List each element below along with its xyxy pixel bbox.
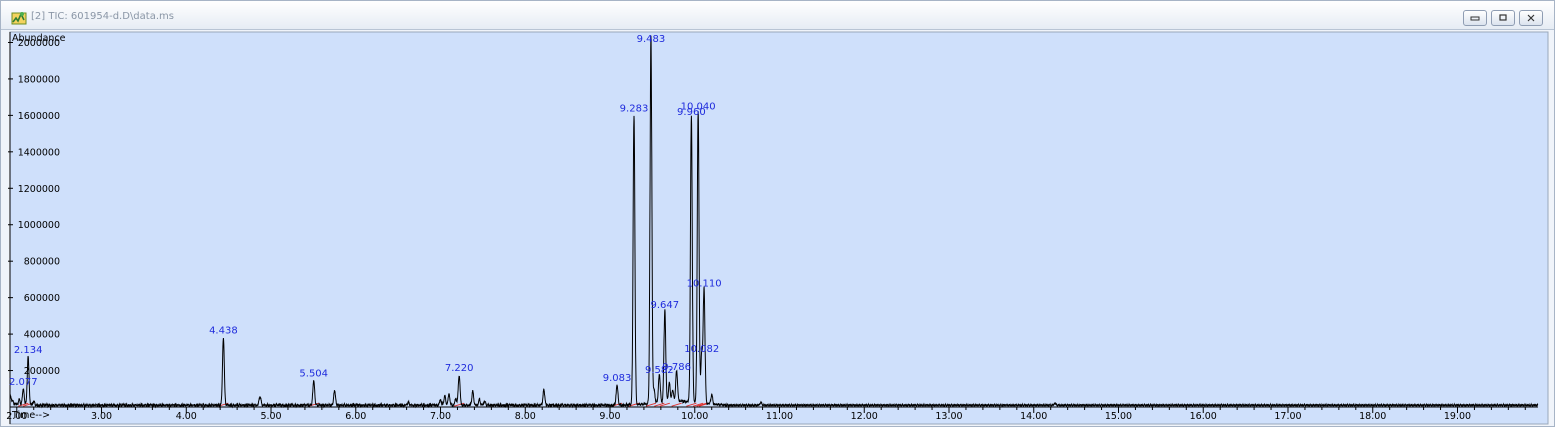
peak-label: 9.582: [645, 365, 674, 376]
y-tick-label: 800000: [24, 257, 60, 268]
x-tick-label: 18.00: [1359, 411, 1386, 422]
minimize-button[interactable]: [1463, 10, 1487, 26]
integration-baseline: [659, 402, 670, 407]
peak-label: 2.077: [9, 377, 38, 388]
y-tick-label: 1600000: [18, 111, 60, 122]
chromatogram-app-icon: [11, 10, 27, 26]
x-tick-label: 3.00: [91, 411, 112, 422]
x-tick-label: 2.00: [6, 411, 27, 422]
x-axis-label: Time-->: [11, 410, 50, 421]
plot-area: [9, 31, 1549, 425]
close-button[interactable]: [1519, 10, 1543, 26]
integration-baseline: [671, 402, 682, 407]
peak-label: 9.647: [651, 300, 680, 311]
peak-label: 9.083: [603, 373, 632, 384]
integration-baseline: [693, 402, 704, 407]
x-tick-label: 15.00: [1105, 411, 1132, 422]
peak-label: 10.110: [687, 278, 722, 289]
integration-baseline: [686, 402, 697, 407]
y-axis-label: Abundance: [12, 33, 66, 44]
peak-label: 4.438: [209, 326, 238, 337]
x-tick-label: 7.00: [430, 411, 451, 422]
integration-baseline: [654, 402, 665, 407]
x-tick-label: 8.00: [515, 411, 536, 422]
integration-baseline: [18, 402, 29, 407]
integration-baseline: [645, 402, 657, 407]
x-tick-label: 17.00: [1274, 411, 1301, 422]
x-tick-label: 9.00: [599, 411, 620, 422]
x-tick-label: 16.00: [1190, 411, 1217, 422]
peak-label: 5.504: [299, 369, 328, 380]
x-tick-label: 12.00: [851, 411, 878, 422]
y-tick-label: 1200000: [18, 184, 60, 195]
integration-baseline: [696, 402, 707, 407]
restore-icon: [1499, 14, 1507, 21]
peak-label: 9.960: [677, 107, 706, 118]
tic-trace: [9, 35, 1539, 409]
peak-label: 9.786: [662, 362, 691, 373]
x-tick-label: 19.00: [1444, 411, 1471, 422]
y-tick-label: 1800000: [18, 74, 60, 85]
x-tick-label: 6.00: [345, 411, 366, 422]
peak-label: 9.483: [637, 34, 666, 45]
y-tick-label: 400000: [24, 330, 60, 341]
peak-label: 7.220: [445, 363, 474, 374]
x-tick-label: 11.00: [766, 411, 793, 422]
x-tick-label: 10.00: [681, 411, 708, 422]
y-tick-label: 2000000: [18, 38, 60, 49]
x-tick-label: 14.00: [1020, 411, 1047, 422]
y-tick-label: 1000000: [18, 220, 60, 231]
restore-button[interactable]: [1491, 10, 1515, 26]
peak-label: 10.040: [681, 102, 716, 113]
integration-baseline: [454, 402, 465, 407]
x-tick-label: 5.00: [260, 411, 281, 422]
y-tick-label: 1400000: [18, 147, 60, 158]
y-tick-label: 200000: [24, 366, 60, 377]
x-tick-label: 13.00: [935, 411, 962, 422]
window-titlebar[interactable]: [2] TIC: 601954-d.D\data.ms: [1, 1, 1554, 30]
minimize-icon: [1470, 16, 1480, 21]
x-tick-label: 4.00: [176, 411, 197, 422]
y-tick-label: 600000: [24, 293, 60, 304]
window-title: [2] TIC: 601954-d.D\data.ms: [31, 11, 174, 22]
close-icon: [1527, 14, 1535, 22]
peak-label: 9.283: [620, 103, 649, 114]
peak-label: 10.082: [684, 344, 719, 355]
peak-label: 2.134: [14, 345, 43, 356]
